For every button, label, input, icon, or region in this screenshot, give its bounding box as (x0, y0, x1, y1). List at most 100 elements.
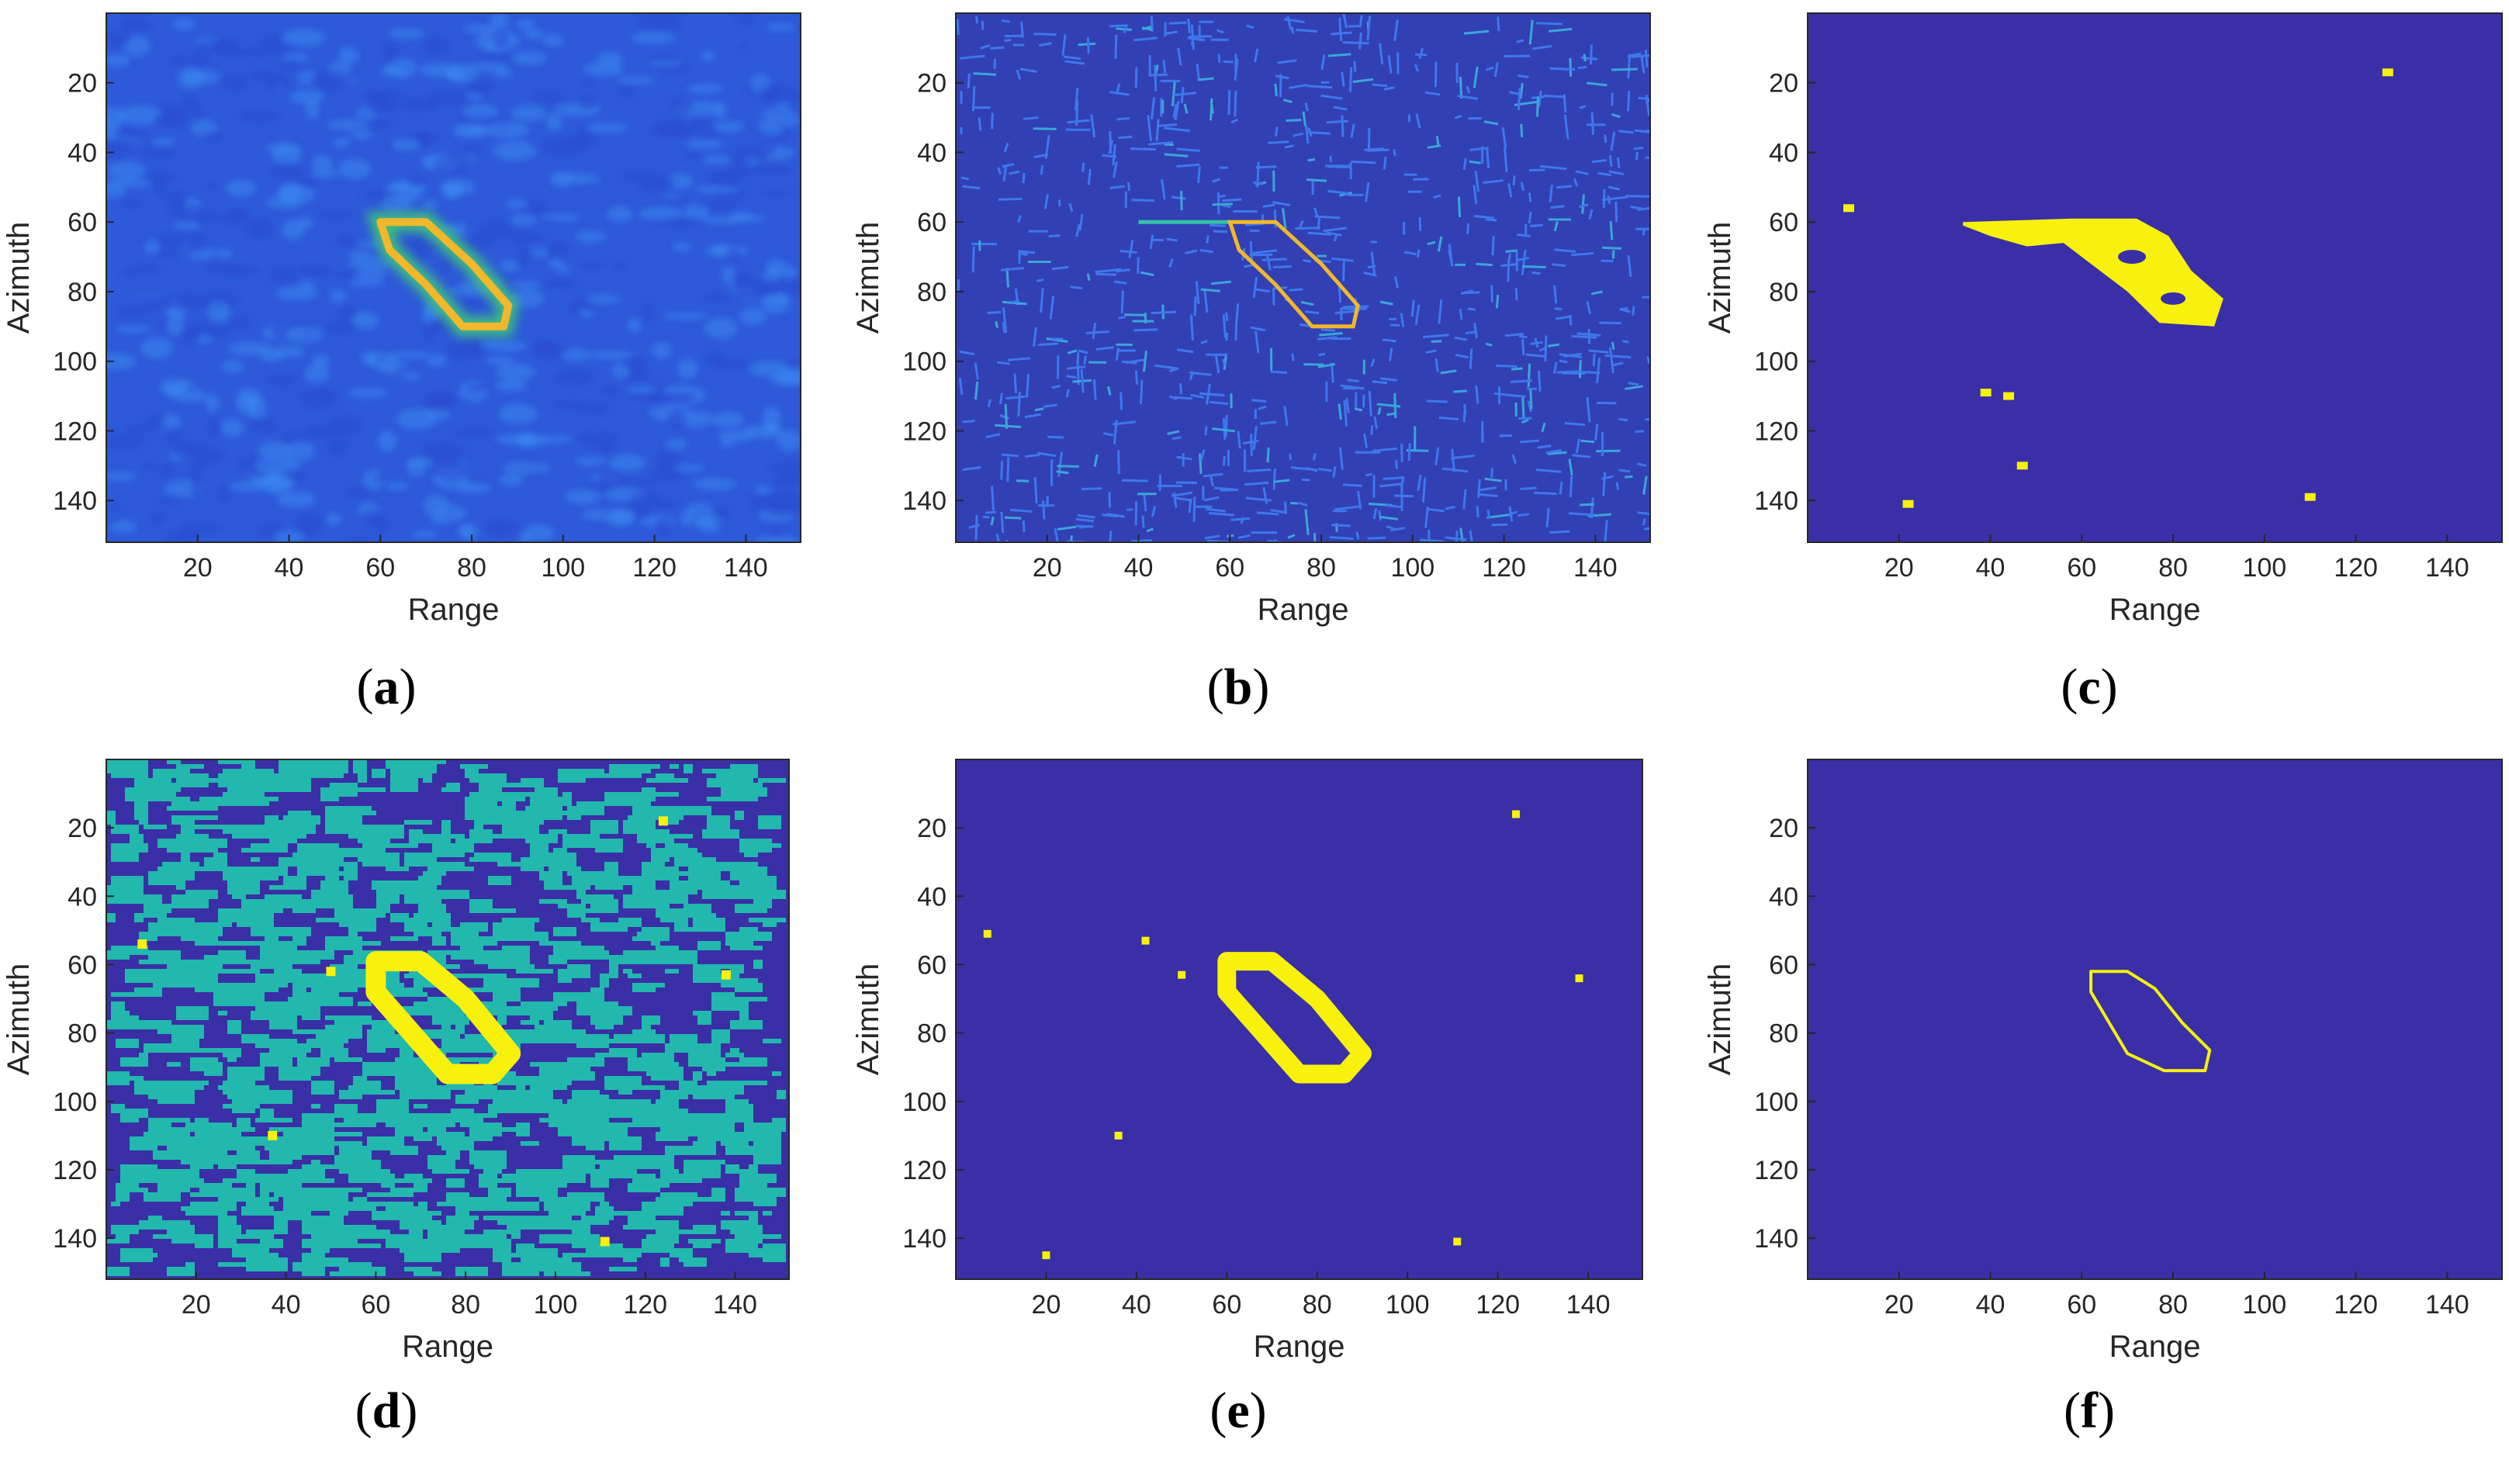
clutter-blob (227, 342, 273, 355)
clutter-blob (671, 217, 708, 227)
segment-cell (595, 1015, 614, 1029)
edge-segment (1608, 170, 1625, 175)
edge-segment (1173, 92, 1196, 97)
edge-segment (1479, 486, 1497, 492)
edge-segment (1457, 95, 1479, 100)
x-tick-label: 140 (713, 1290, 757, 1320)
edge-segment (1575, 170, 1589, 175)
segment-cell (274, 778, 288, 792)
segment-cell (348, 787, 386, 792)
segment-cell (539, 899, 567, 904)
segment-cell (265, 1109, 274, 1123)
edge-segment (1433, 194, 1441, 199)
x-tick-label: 20 (183, 553, 213, 583)
edge-segment (1234, 303, 1240, 327)
segment-cell (521, 778, 544, 787)
segment-cell (502, 801, 516, 811)
edge-segment (1486, 148, 1490, 169)
clutter-blob (490, 13, 508, 30)
clutter-blob (154, 499, 186, 506)
edge-segment (1610, 131, 1616, 151)
segment-cell (176, 876, 185, 890)
segment-cell (576, 843, 609, 848)
edge-segment (1173, 496, 1191, 502)
segment-cell (306, 1262, 325, 1276)
clutter-blob (480, 340, 528, 352)
edge-segment (1140, 379, 1144, 405)
edge-segment (1174, 396, 1192, 400)
segment-cell (274, 941, 288, 950)
y-tick-label: 80 (1769, 278, 1798, 307)
segment-cell (404, 922, 427, 932)
edge-segment (1218, 194, 1226, 199)
edge-segment (1086, 273, 1091, 281)
edge-segment (1210, 400, 1229, 405)
edge-segment (960, 176, 969, 181)
clutter-blob (761, 294, 789, 304)
clutter-blob (396, 408, 437, 430)
segment-cell (683, 904, 702, 908)
segment-cell (535, 787, 558, 801)
segment-cell (134, 1025, 171, 1029)
segment-cell (111, 843, 148, 853)
segment-cell (339, 969, 367, 978)
segment-cell (437, 867, 474, 871)
edge-segment (1039, 42, 1052, 47)
segment-cell (148, 792, 162, 801)
clutter-blob (191, 483, 209, 497)
clutter-blob (703, 155, 731, 164)
clutter-blob (638, 207, 683, 221)
edge-segment (1216, 192, 1220, 215)
edge-segment (1372, 83, 1388, 88)
edge-segment (1102, 432, 1114, 437)
segment-cell (683, 1160, 697, 1174)
segment-cell (316, 1029, 334, 1034)
segment-cell (344, 806, 372, 815)
edge-segment (1572, 454, 1591, 458)
segment-cell (279, 899, 311, 908)
edge-segment (1304, 509, 1310, 535)
segment-cell (642, 1188, 660, 1192)
target-ring (365, 951, 521, 1084)
edge-segment (1601, 475, 1614, 480)
segment-cell (567, 908, 586, 918)
segment-cell (427, 997, 460, 1001)
segment-cell (497, 815, 525, 825)
segment-cell (302, 974, 311, 988)
segment-cell (362, 1230, 386, 1239)
clutter-blob (677, 358, 699, 379)
edge-segment (1164, 143, 1174, 147)
clutter-blob (377, 431, 396, 452)
clutter-blob (744, 163, 787, 175)
edge-segment (1352, 78, 1374, 83)
clutter-blob (763, 406, 781, 428)
segment-cell (660, 1257, 670, 1267)
edge-segment (1193, 296, 1197, 317)
segment-cell (651, 941, 660, 946)
clutter-blob (772, 275, 801, 295)
edge-segment (1527, 363, 1531, 388)
clutter-blob (585, 479, 612, 493)
edge-segment (1262, 486, 1268, 504)
segment-cell (269, 1146, 297, 1160)
segment-cell (325, 806, 344, 815)
segment-cell (106, 1020, 125, 1029)
segment-cell (758, 1188, 767, 1197)
detection-spot (1178, 970, 1186, 979)
segment-cell (120, 1248, 153, 1262)
clutter-blob (696, 185, 741, 193)
edge-segment (1338, 17, 1343, 42)
segment-cell (521, 1029, 549, 1039)
edge-segment (1424, 507, 1430, 528)
segment-cell (306, 1132, 334, 1136)
edge-segment (1093, 454, 1099, 467)
clutter-blob (354, 268, 387, 280)
edge-segment (1161, 179, 1166, 200)
edge-segment (1128, 240, 1134, 259)
edge-segment (1490, 285, 1493, 303)
edge-segment (1167, 430, 1180, 435)
segment-cell (749, 876, 777, 890)
clutter-blob (174, 221, 199, 231)
edge-segment (1033, 327, 1037, 347)
clutter-blob (516, 19, 535, 30)
